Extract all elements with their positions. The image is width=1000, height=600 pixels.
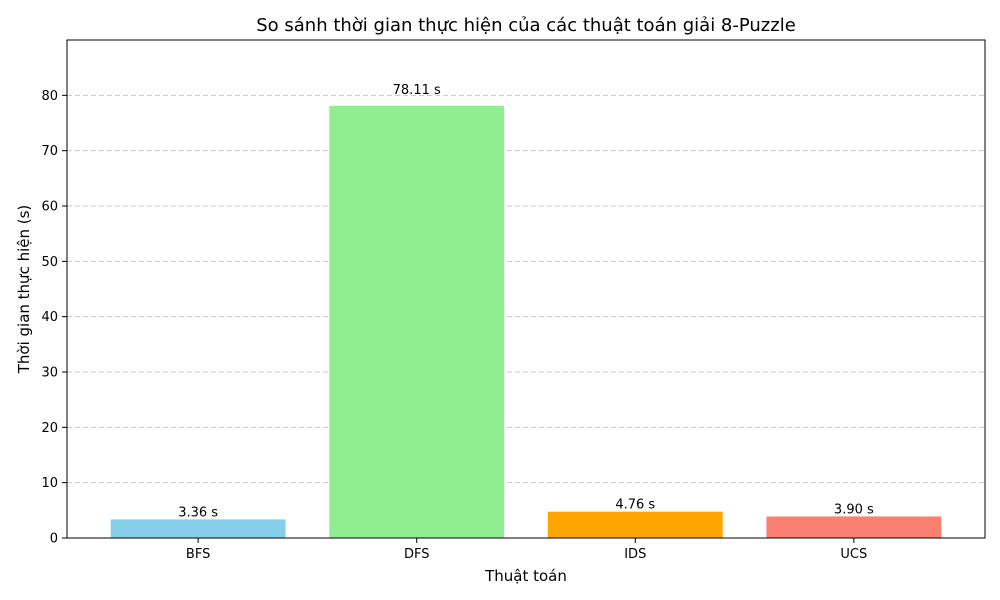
x-tick-label-dfs: DFS bbox=[404, 547, 430, 562]
data-label-dfs: 78.11 s bbox=[393, 83, 441, 98]
plot-frame bbox=[66, 39, 986, 539]
y-tick-label: 10 bbox=[41, 476, 58, 491]
bar-bfs bbox=[110, 519, 286, 538]
x-tick-label-bfs: BFS bbox=[186, 547, 210, 562]
bar-ucs bbox=[766, 516, 942, 538]
data-label-ids: 4.76 s bbox=[615, 498, 655, 513]
y-tick-label: 20 bbox=[41, 421, 58, 436]
x-axis-label: Thuật toán bbox=[484, 567, 567, 585]
gridlines bbox=[67, 94, 985, 484]
bars bbox=[110, 105, 942, 539]
x-tick-label-ucs: UCS bbox=[840, 547, 867, 562]
chart-title: So sánh thời gian thực hiện của các thuậ… bbox=[256, 15, 796, 36]
data-label-ucs: 3.90 s bbox=[834, 502, 874, 517]
data-label-bfs: 3.36 s bbox=[178, 505, 218, 520]
bar-ids bbox=[547, 511, 723, 538]
x-axis: BFS DFS IDS UCS bbox=[186, 538, 867, 562]
y-tick-label: 80 bbox=[41, 89, 58, 104]
y-axis-label: Thời gian thực hiện (s) bbox=[15, 205, 33, 375]
y-tick-label: 70 bbox=[41, 144, 58, 159]
y-tick-label: 30 bbox=[41, 366, 58, 381]
x-tick-label-ids: IDS bbox=[624, 547, 646, 562]
y-tick-label: 50 bbox=[41, 255, 58, 270]
y-tick-label: 60 bbox=[41, 200, 58, 215]
bar-dfs bbox=[329, 105, 505, 539]
y-axis: 0 10 20 30 40 50 60 70 80 bbox=[41, 89, 67, 547]
y-tick-label: 40 bbox=[41, 310, 58, 325]
y-tick-label: 0 bbox=[50, 532, 58, 547]
data-labels: 3.36 s 78.11 s 4.76 s 3.90 s bbox=[178, 83, 874, 521]
